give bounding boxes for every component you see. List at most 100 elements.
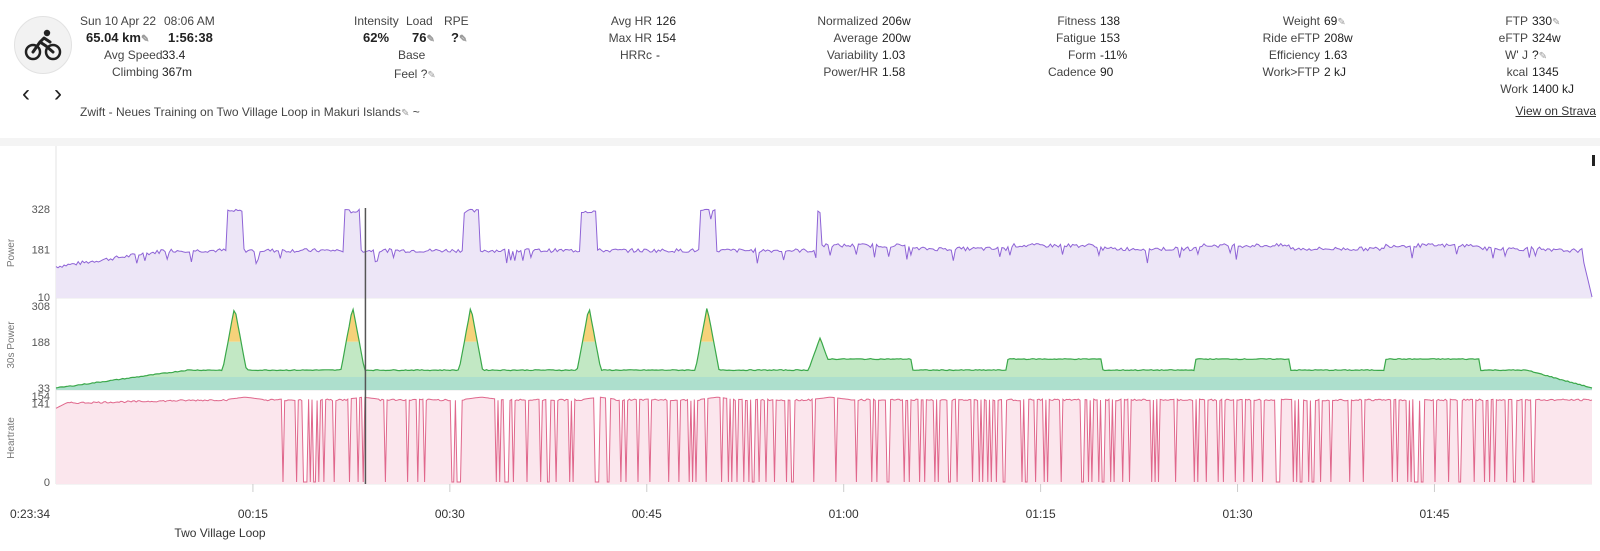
avg-hr-label: Avg HR: [610, 14, 652, 28]
activity-chart-svg[interactable]: Power 328 181 10 30s Power 308 188 33 Heartrate 1…: [0, 146, 1600, 546]
wj-label: W' J: [1505, 48, 1528, 62]
ftp-label: FTP: [1505, 14, 1528, 28]
hrrc-value: -: [656, 48, 660, 62]
y-axis-label-2: Heartrate: [6, 417, 17, 459]
power-area: [56, 209, 1592, 298]
variability-label: Variability: [826, 48, 878, 62]
climbing-label: Climbing: [112, 65, 159, 79]
cadence-value: 90: [1100, 65, 1114, 79]
base-label: Base: [398, 48, 426, 62]
avg-hr-value: 126: [656, 14, 677, 28]
activity-title[interactable]: Zwift - Neues Training on Two Village Lo…: [80, 105, 420, 119]
header-divider: [0, 138, 1600, 146]
distance-value[interactable]: 65.04 km✎: [86, 30, 149, 45]
x-tick-label: 01:45: [1419, 507, 1449, 521]
activity-avatar: [14, 16, 72, 74]
fitness-label: Fitness: [1057, 14, 1096, 28]
power-hr-value: 1.58: [882, 65, 906, 79]
fitness-value: 138: [1100, 14, 1121, 28]
x-tick-label: 01:30: [1223, 507, 1253, 521]
activity-title-text: Zwift - Neues Training on Two Village Lo…: [80, 105, 402, 119]
wj-text: ?: [1532, 48, 1539, 62]
prev-activity-button[interactable]: ‹: [22, 80, 30, 107]
form-label: Form: [1068, 48, 1096, 62]
normalized-value: 206w: [882, 14, 911, 28]
power30-line: [55, 307, 1593, 389]
y-tick-label: 10: [38, 292, 50, 304]
form-value: -11%: [1100, 48, 1128, 62]
feel-value: ?: [420, 67, 428, 81]
edit-ftp-pencil-icon[interactable]: ✎: [1552, 17, 1561, 28]
activity-date: Sun 10 Apr 22: [80, 14, 157, 28]
eftp-value: 324w: [1532, 31, 1561, 45]
efficiency-value: 1.63: [1324, 48, 1348, 62]
weight-text: 69: [1324, 14, 1338, 28]
rpe-label: RPE: [444, 14, 469, 28]
intensity-label: Intensity: [354, 14, 399, 28]
cycling-icon: [24, 29, 62, 61]
distance-text: 65.04 km: [86, 30, 141, 45]
weight-label: Weight: [1282, 14, 1320, 28]
average-power-value: 200w: [882, 31, 911, 45]
avg-speed-label: Avg Speed: [104, 48, 163, 62]
fatigue-label: Fatigue: [1055, 31, 1096, 45]
y-tick-label: 188: [32, 337, 50, 349]
duration-value: 1:56:38: [168, 30, 213, 45]
variability-value: 1.03: [882, 48, 906, 62]
efficiency-label: Efficiency: [1268, 48, 1320, 62]
edit-title-pencil-icon[interactable]: ✎: [401, 108, 410, 119]
rpe-value[interactable]: ?✎: [451, 30, 467, 45]
y-axis-label-1: 30s Power: [6, 321, 17, 369]
kcal-label: kcal: [1506, 65, 1528, 79]
eftp-label: eFTP: [1498, 31, 1528, 45]
title-suffix: ~: [412, 105, 420, 119]
hrrc-label: HRRc: [620, 48, 652, 62]
y-tick-label: 0: [44, 477, 50, 489]
edit-wj-pencil-icon[interactable]: ✎: [1538, 51, 1548, 62]
weight-value[interactable]: 69✎: [1324, 14, 1346, 28]
y-tick-label: 181: [32, 245, 50, 257]
load-value[interactable]: 76✎: [412, 30, 435, 45]
x-tick-label: 00:45: [632, 507, 662, 521]
view-on-strava-link[interactable]: View on Strava: [1515, 104, 1597, 118]
wj-value[interactable]: ?✎: [1532, 48, 1547, 62]
heartrate-line: [55, 396, 1593, 483]
next-activity-button[interactable]: ›: [54, 80, 62, 107]
x-tick-label: 00:15: [238, 507, 268, 521]
power-line: [55, 208, 1593, 298]
activity-time: 08:06 AM: [164, 14, 215, 28]
intensity-value: 62%: [363, 30, 390, 45]
ftp-text: 330: [1532, 14, 1553, 28]
work-ftp-value: 2 kJ: [1324, 65, 1347, 79]
climbing-value: 367m: [162, 65, 193, 79]
power-hr-label: Power/HR: [823, 65, 878, 79]
x-tick-label: 01:15: [1026, 507, 1056, 521]
edit-rpe-pencil-icon[interactable]: ✎: [458, 34, 468, 45]
load-text: 76: [412, 30, 427, 45]
edit-weight-pencil-icon[interactable]: ✎: [1337, 17, 1346, 28]
y-axis-label-0: Power: [6, 238, 17, 267]
edit-load-pencil-icon[interactable]: ✎: [426, 34, 435, 45]
y-tick-label: 33: [38, 383, 50, 395]
edit-feel-pencil-icon[interactable]: ✎: [427, 70, 436, 81]
rpe-text: ?: [451, 30, 459, 45]
x-tick-label: 01:00: [829, 507, 859, 521]
y-tick-label: 328: [32, 204, 50, 216]
cursor-time-label: 0:23:34: [10, 507, 50, 521]
work-value: 1400 kJ: [1532, 82, 1575, 96]
edit-pencil-icon[interactable]: ✎: [140, 34, 150, 45]
max-hr-value: 154: [656, 31, 677, 45]
ride-eftp-value: 208w: [1324, 31, 1353, 45]
average-power-label: Average: [833, 31, 878, 45]
ftp-value[interactable]: 330✎: [1532, 14, 1560, 28]
power30-teal-band: [56, 376, 1592, 390]
load-label: Load: [406, 14, 433, 28]
fatigue-value: 153: [1100, 31, 1121, 45]
work-label: Work: [1500, 82, 1528, 96]
activity-chart[interactable]: Power 328 181 10 30s Power 308 188 33 Heartrate 1…: [0, 146, 1600, 546]
work-ftp-label: Work>FTP: [1262, 65, 1320, 79]
feel-field[interactable]: Feel ?✎: [394, 67, 436, 81]
y-tick-label: 154: [32, 391, 50, 403]
cadence-label: Cadence: [1047, 65, 1096, 79]
normalized-label: Normalized: [817, 14, 878, 28]
